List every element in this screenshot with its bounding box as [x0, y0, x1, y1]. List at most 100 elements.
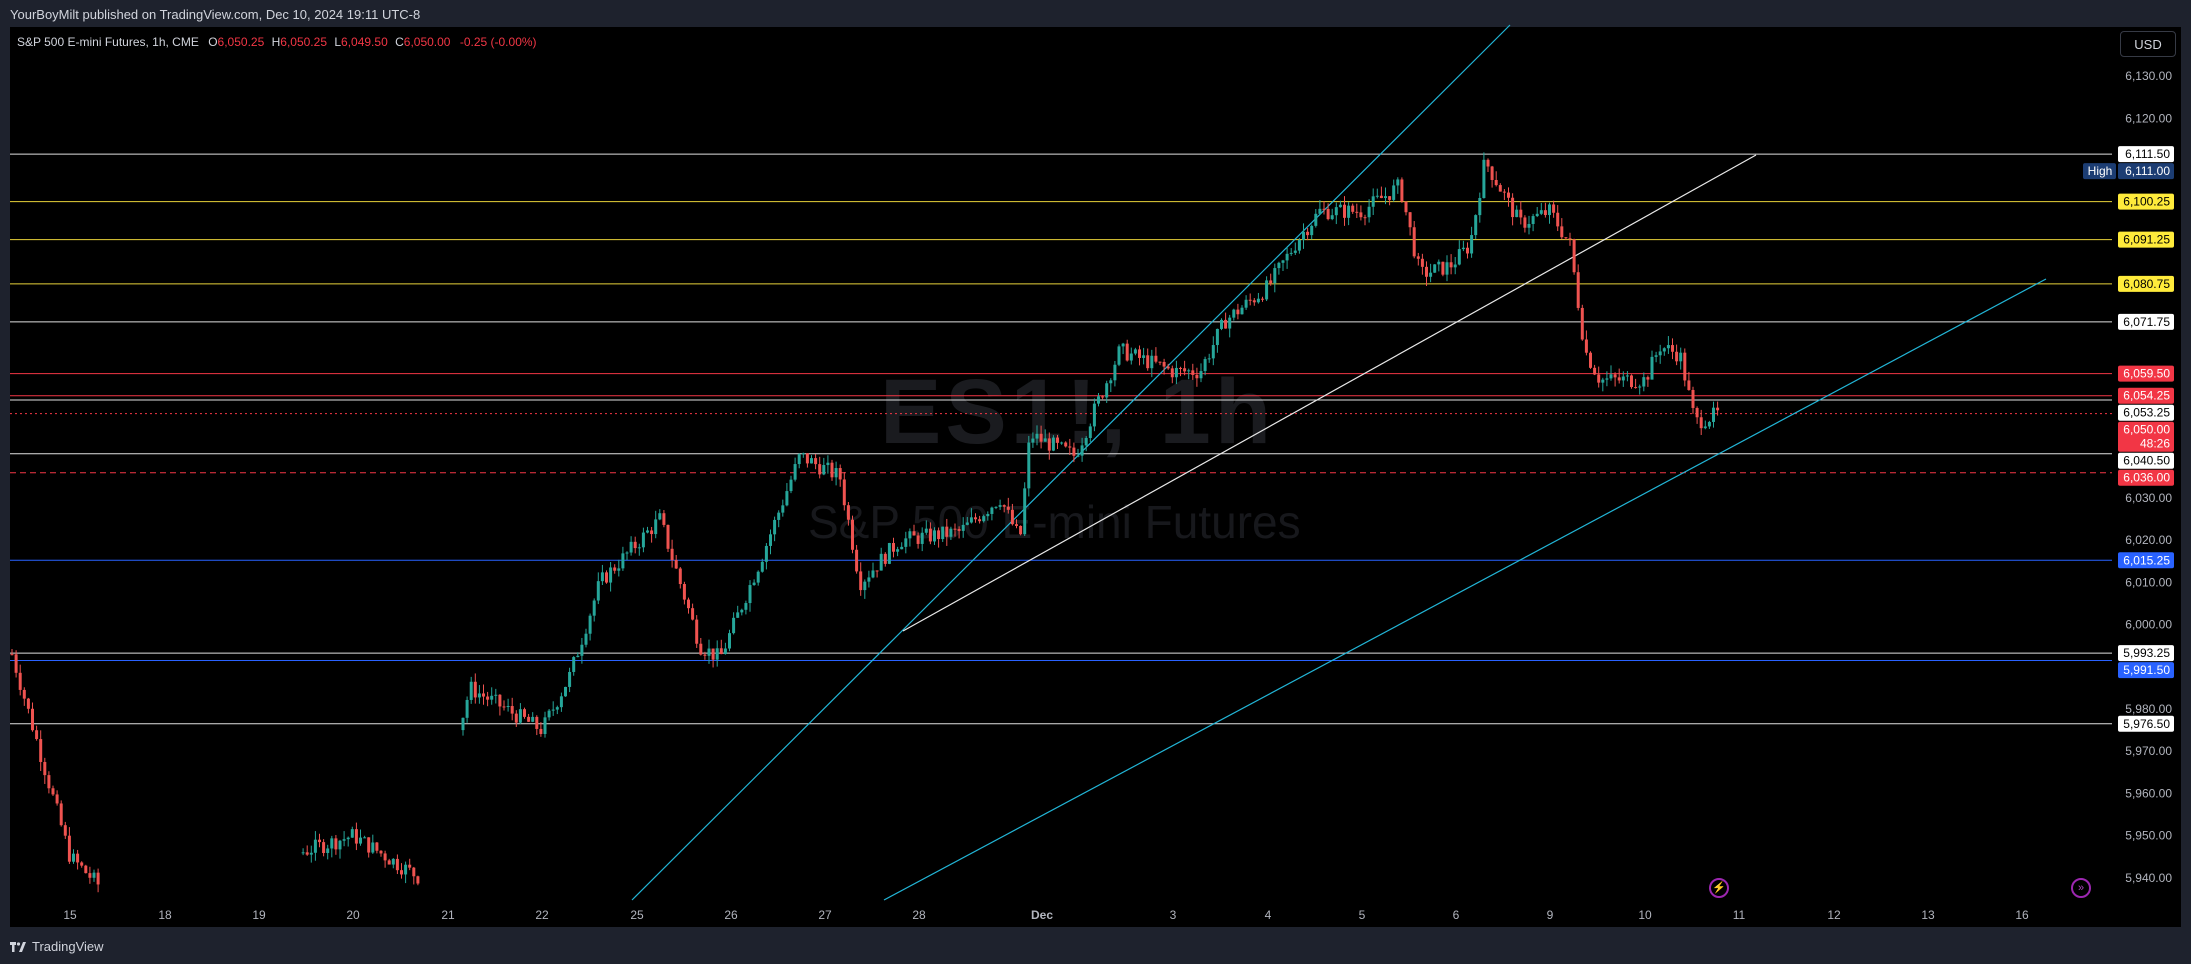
candle-body	[1002, 505, 1006, 507]
candle-body	[1306, 231, 1310, 236]
candle-body	[752, 582, 756, 586]
candle-body	[580, 644, 584, 656]
candle	[1051, 435, 1055, 452]
candle-body	[72, 853, 75, 862]
candle-body	[26, 698, 30, 709]
tradingview-logo[interactable]: TradingView	[10, 939, 104, 954]
candle-body	[334, 838, 338, 850]
candle-body	[728, 633, 731, 649]
candle	[1035, 425, 1039, 446]
candle	[305, 845, 309, 856]
candle-body	[1691, 389, 1695, 408]
candle	[1675, 344, 1679, 366]
time-axis-tick-0: 15	[63, 908, 77, 922]
candle	[617, 559, 621, 577]
candle	[1371, 188, 1375, 216]
candle	[1687, 371, 1691, 391]
low-value: 6,049.50	[341, 35, 388, 49]
price-tag-13: 5,993.25	[2123, 646, 2170, 660]
candle-body	[1482, 159, 1486, 198]
currency-button[interactable]: USD	[2120, 31, 2176, 57]
candle-body	[1552, 204, 1556, 213]
candle-body	[346, 837, 350, 840]
candle-body	[1047, 438, 1051, 451]
candle-body	[371, 842, 375, 853]
candle	[937, 527, 941, 548]
candle	[707, 639, 711, 664]
candle-body	[621, 553, 625, 569]
candle	[978, 515, 982, 524]
price-tag-bg-5	[2118, 313, 2174, 330]
time-axis-tick-11: 3	[1170, 908, 1177, 922]
time-axis-tick-10: Dec	[1031, 908, 1053, 922]
candle-body	[687, 599, 690, 609]
candle	[559, 692, 563, 712]
candle	[1293, 242, 1297, 255]
price-tag-bg-2	[2118, 193, 2174, 210]
candle-body	[1671, 345, 1674, 352]
candle	[1531, 213, 1535, 232]
candle	[1490, 165, 1494, 188]
candle	[367, 837, 371, 858]
candle	[482, 684, 485, 705]
candle	[1097, 393, 1100, 407]
candle	[924, 520, 928, 535]
candle-body	[941, 526, 945, 540]
candle-body	[1277, 262, 1281, 269]
candle	[1511, 193, 1515, 226]
candle-body	[539, 728, 543, 734]
candle	[1277, 261, 1281, 275]
candle	[1113, 360, 1117, 387]
candle-body	[1318, 208, 1322, 214]
candle	[1375, 188, 1379, 199]
candle-body	[572, 657, 576, 672]
candle-body	[1088, 426, 1092, 438]
candle	[892, 537, 895, 558]
candle-body	[658, 513, 662, 520]
candle	[1224, 312, 1228, 329]
chart-pane[interactable]	[10, 27, 2181, 927]
candle-body	[1080, 445, 1084, 456]
time-axis: 15 18 19 20 21 22 25 26 27 28 Dec 3 4 5 6 9 10 11 12 13 16	[63, 908, 2029, 922]
candle	[1302, 223, 1305, 249]
candle-body	[1215, 328, 1219, 346]
price-tag-bg-11	[2118, 469, 2174, 486]
price-axis-tick-5: 6,000.00	[2125, 618, 2172, 632]
candle	[637, 543, 641, 556]
price-tag-bg-6	[2118, 365, 2174, 382]
symbol-watermark: ES1!, 1h	[880, 361, 1276, 463]
candle	[1347, 202, 1351, 226]
candle-body	[47, 775, 51, 789]
candle-body	[1617, 377, 1621, 381]
candle-body	[35, 730, 39, 740]
candle-body	[1535, 213, 1539, 217]
candle	[1240, 305, 1244, 315]
candle-body	[326, 848, 330, 854]
candle-body	[1174, 367, 1178, 378]
candle	[490, 687, 494, 705]
candle	[605, 570, 608, 584]
candle-body	[633, 541, 637, 549]
candle-body	[92, 872, 96, 878]
candle-body	[969, 517, 973, 523]
candle-body	[1351, 205, 1355, 212]
lightning-icon[interactable]: ⚡	[1709, 878, 1729, 898]
candle-body	[408, 864, 412, 868]
candle	[1252, 298, 1256, 306]
candle-body	[1170, 368, 1174, 378]
candle-body	[1265, 280, 1269, 300]
candle-body	[31, 708, 34, 731]
candle-body	[793, 464, 797, 480]
instrument-watermark: S&P 500 E-mini Futures	[808, 496, 1301, 548]
candle-body	[1150, 355, 1154, 369]
candle	[527, 713, 531, 723]
scroll-to-realtime-icon[interactable]: »	[2071, 878, 2091, 898]
candle	[650, 526, 654, 543]
candle-body	[1240, 307, 1244, 315]
candle	[1593, 364, 1597, 376]
candle	[691, 603, 695, 621]
candle-body	[416, 876, 420, 884]
price-tag-7: 6,054.25	[2123, 389, 2170, 403]
trendline-0	[631, 24, 1511, 901]
